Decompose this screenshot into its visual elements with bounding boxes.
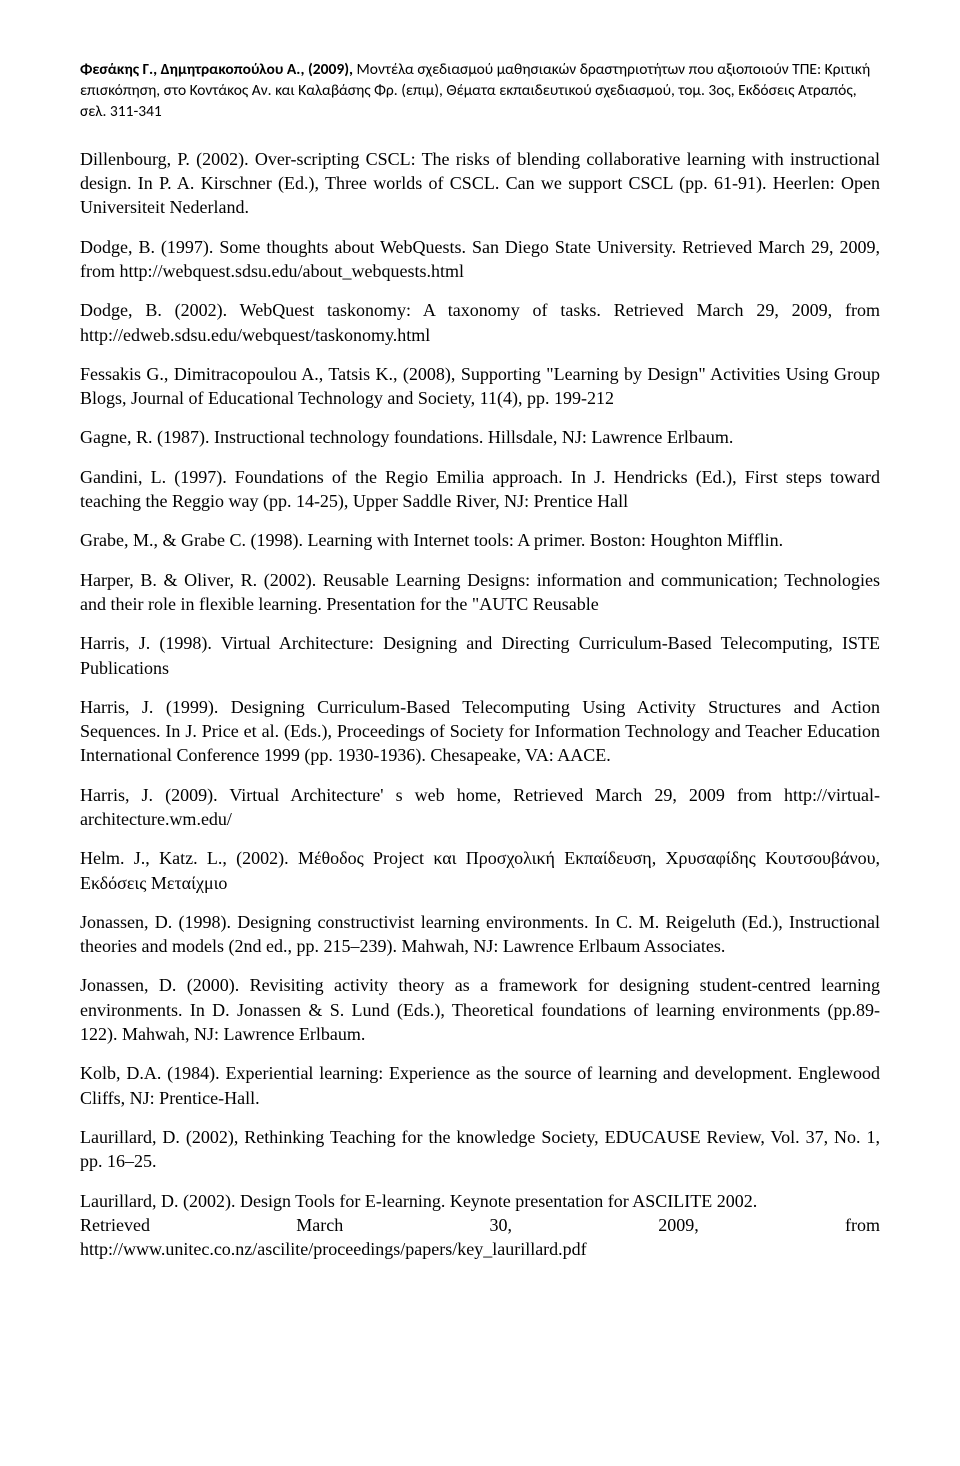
reference-item: Jonassen, D. (1998). Designing construct… (80, 910, 880, 959)
reference-item: Gagne, R. (1987). Instructional technolo… (80, 425, 880, 449)
reference-item: Laurillard, D. (2002), Rethinking Teachi… (80, 1125, 880, 1174)
reference-item: Dodge, B. (1997). Some thoughts about We… (80, 235, 880, 284)
reference-item: Kolb, D.A. (1984). Experiential learning… (80, 1061, 880, 1110)
reference-item: Harris, J. (1998). Virtual Architecture:… (80, 631, 880, 680)
reference-item: Harper, B. & Oliver, R. (2002). Reusable… (80, 568, 880, 617)
reference-line: Retrieved March 30, 2009, from (80, 1213, 880, 1237)
reference-item: Laurillard, D. (2002). Design Tools for … (80, 1189, 880, 1262)
reference-item: Grabe, M., & Grabe C. (1998). Learning w… (80, 528, 880, 552)
reference-line: Laurillard, D. (2002). Design Tools for … (80, 1189, 880, 1213)
reference-line: http://www.unitec.co.nz/ascilite/proceed… (80, 1237, 880, 1261)
page-header: Φεσάκης Γ., Δημητρακοπούλου Α., (2009), … (80, 60, 880, 123)
reference-word: 30, (489, 1213, 512, 1237)
reference-item: Dodge, B. (2002). WebQuest taskonomy: A … (80, 298, 880, 347)
reference-word: March (296, 1213, 343, 1237)
reference-item: Gandini, L. (1997). Foundations of the R… (80, 465, 880, 514)
reference-item: Fessakis G., Dimitracopoulou A., Tatsis … (80, 362, 880, 411)
reference-word: Retrieved (80, 1213, 150, 1237)
reference-item: Harris, J. (1999). Designing Curriculum-… (80, 695, 880, 768)
reference-word: from (845, 1213, 880, 1237)
reference-item: Jonassen, D. (2000). Revisiting activity… (80, 973, 880, 1046)
header-authors: Φεσάκης Γ., Δημητρακοπούλου Α., (2009), (80, 60, 357, 79)
reference-word: 2009, (658, 1213, 699, 1237)
reference-item: Helm. J., Katz. L., (2002). Μέθοδος Proj… (80, 846, 880, 895)
references-section: Dillenbourg, P. (2002). Over-scripting C… (80, 147, 880, 1262)
reference-item: Harris, J. (2009). Virtual Architecture'… (80, 783, 880, 832)
reference-item: Dillenbourg, P. (2002). Over-scripting C… (80, 147, 880, 220)
